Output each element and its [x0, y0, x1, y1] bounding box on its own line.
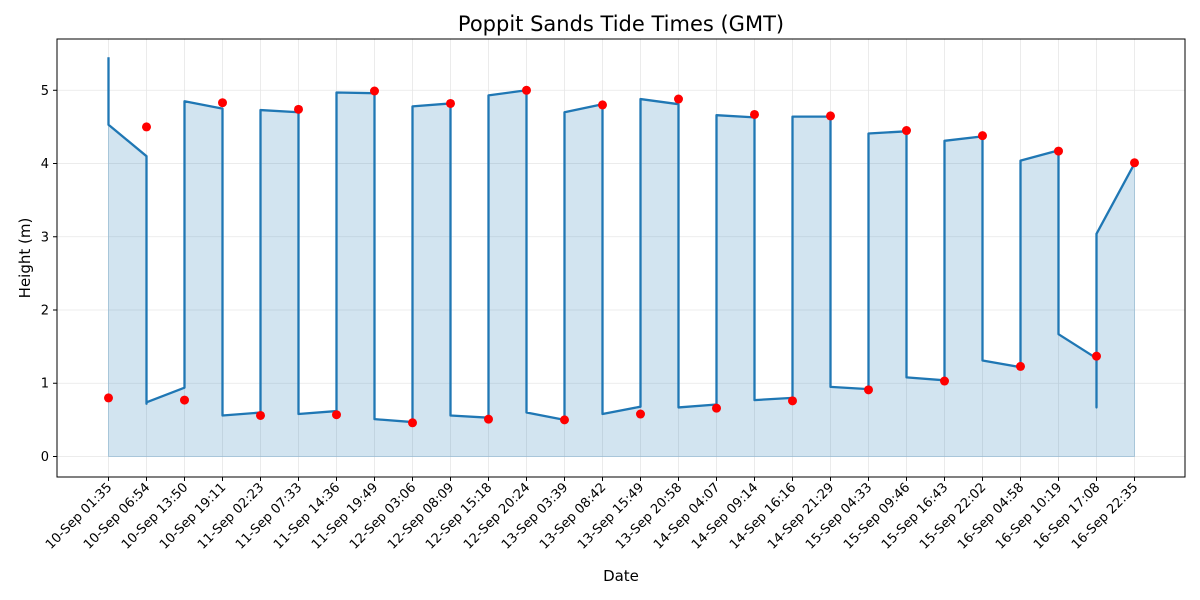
tide-point — [788, 396, 797, 406]
tide-point — [180, 395, 189, 405]
tide-point — [864, 385, 873, 395]
y-axis-ticks: 0 1 2 3 4 5 — [41, 84, 57, 465]
y-tick-label: 5 — [41, 84, 49, 99]
tide-point — [712, 403, 721, 413]
tide-point — [370, 86, 379, 96]
marker-layer — [104, 85, 1139, 428]
tide-point — [674, 94, 683, 104]
x-axis-label: Date — [603, 567, 639, 585]
tide-point — [256, 410, 265, 420]
tide-point — [750, 109, 759, 119]
chart-title: Poppit Sands Tide Times (GMT) — [458, 12, 784, 36]
tide-point — [142, 122, 151, 132]
tide-point — [1130, 158, 1139, 168]
line-layer — [107, 57, 1136, 424]
tide-point — [408, 418, 417, 428]
tide-point — [1016, 361, 1025, 371]
tide-point — [294, 104, 303, 114]
tide-point — [636, 409, 645, 419]
tide-point — [978, 131, 987, 141]
tide-point — [598, 100, 607, 110]
y-tick-label: 4 — [41, 157, 49, 172]
tide-point — [218, 98, 227, 108]
tide-point — [826, 111, 835, 121]
tide-point — [902, 126, 911, 136]
tide-point — [104, 393, 113, 403]
tide-point — [332, 410, 341, 420]
y-tick-label: 1 — [41, 377, 49, 392]
y-axis-label: Height (m) — [16, 218, 34, 299]
tide-point — [484, 414, 493, 424]
y-tick-label: 0 — [41, 450, 49, 465]
plot-frame — [56, 38, 1186, 478]
tide-point — [522, 85, 531, 95]
y-tick-label: 2 — [41, 304, 49, 319]
tide-point — [560, 415, 569, 425]
tide-point — [1054, 146, 1063, 156]
tide-line — [107, 57, 1136, 424]
y-tick-label: 3 — [41, 230, 49, 245]
tide-point — [940, 376, 949, 386]
tide-point — [1092, 351, 1101, 361]
tide-point — [446, 98, 455, 108]
